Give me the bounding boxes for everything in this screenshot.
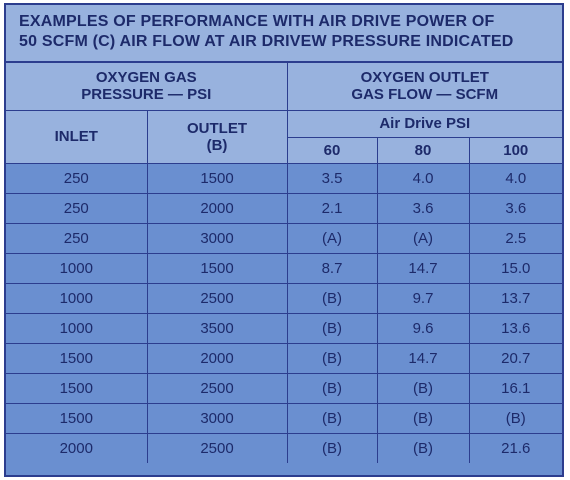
flow-100-cell: 3.6 — [468, 192, 562, 224]
flow-60-cell: (B) — [286, 432, 378, 463]
flow-header-line-2: GAS FLOW — SCFM — [351, 86, 499, 104]
outlet-cell: 1500 — [146, 252, 288, 284]
performance-table: OXYGEN GAS PRESSURE — PSI OXYGEN OUTLET … — [6, 63, 562, 463]
outlet-header-line-1: OUTLET — [187, 119, 247, 137]
inlet-cell: 2000 — [6, 432, 148, 463]
table-row: 2000 2500 (B) (B) 21.6 — [6, 432, 562, 463]
inlet-cell: 250 — [6, 192, 148, 224]
table-row: 250 3000 (A) (A) 2.5 — [6, 222, 562, 254]
flow-100-cell: (B) — [468, 402, 562, 434]
outlet-cell: 2000 — [146, 342, 288, 374]
flow-80-cell: 3.6 — [376, 192, 470, 224]
outlet-cell: 2500 — [146, 282, 288, 314]
flow-60-cell: 2.1 — [286, 192, 378, 224]
air-drive-header: Air Drive PSI — [286, 109, 562, 138]
flow-80-cell: 9.7 — [376, 282, 470, 314]
flow-100-cell: 13.6 — [468, 312, 562, 344]
psi-80-header: 80 — [376, 136, 470, 164]
outlet-cell: 2500 — [146, 372, 288, 404]
inlet-cell: 1000 — [6, 252, 148, 284]
table-row: 250 2000 2.1 3.6 3.6 — [6, 192, 562, 224]
flow-80-cell: (B) — [376, 402, 470, 434]
pressure-header-line-1: OXYGEN GAS — [95, 69, 197, 87]
outlet-header-line-2: (B) — [206, 136, 228, 154]
flow-60-cell: (B) — [286, 372, 378, 404]
table-row: 1500 2500 (B) (B) 16.1 — [6, 372, 562, 404]
inlet-cell: 1000 — [6, 282, 148, 314]
outlet-cell: 3500 — [146, 312, 288, 344]
outlet-cell: 3000 — [146, 222, 288, 254]
table-title: EXAMPLES OF PERFORMANCE WITH AIR DRIVE P… — [6, 5, 562, 63]
title-line-1: EXAMPLES OF PERFORMANCE WITH AIR DRIVE P… — [19, 13, 495, 30]
flow-80-cell: 14.7 — [376, 342, 470, 374]
performance-table-panel: EXAMPLES OF PERFORMANCE WITH AIR DRIVE P… — [4, 3, 564, 477]
flow-80-cell: 14.7 — [376, 252, 470, 284]
flow-100-cell: 16.1 — [468, 372, 562, 404]
flow-100-cell: 2.5 — [468, 222, 562, 254]
table-row: 1000 3500 (B) 9.6 13.6 — [6, 312, 562, 344]
flow-80-cell: 4.0 — [376, 162, 470, 194]
flow-100-cell: 15.0 — [468, 252, 562, 284]
flow-60-cell: 8.7 — [286, 252, 378, 284]
flow-80-cell: 9.6 — [376, 312, 470, 344]
flow-80-cell: (B) — [376, 432, 470, 463]
flow-60-cell: (B) — [286, 342, 378, 374]
outlet-cell: 2500 — [146, 432, 288, 463]
title-line-2: 50 SCFM (C) AIR FLOW AT AIR DRIVEW PRESS… — [19, 33, 514, 50]
inlet-cell: 1500 — [6, 342, 148, 374]
flow-60-cell: (A) — [286, 222, 378, 254]
table-row: 250 1500 3.5 4.0 4.0 — [6, 162, 562, 194]
outlet-cell: 1500 — [146, 162, 288, 194]
flow-60-cell: (B) — [286, 312, 378, 344]
outlet-cell: 2000 — [146, 192, 288, 224]
table-row: 1500 2000 (B) 14.7 20.7 — [6, 342, 562, 374]
inlet-header: INLET — [6, 109, 148, 164]
inlet-cell: 1500 — [6, 372, 148, 404]
flow-100-cell: 13.7 — [468, 282, 562, 314]
psi-60-header: 60 — [287, 136, 378, 164]
flow-60-cell: 3.5 — [286, 162, 378, 194]
inlet-cell: 250 — [6, 162, 148, 194]
table-row: 1500 3000 (B) (B) (B) — [6, 402, 562, 434]
flow-80-cell: (B) — [376, 372, 470, 404]
flow-60-cell: (B) — [286, 402, 378, 434]
flow-60-cell: (B) — [286, 282, 378, 314]
flow-header-line-1: OXYGEN OUTLET — [360, 69, 489, 87]
inlet-cell: 1500 — [6, 402, 148, 434]
inlet-cell: 250 — [6, 222, 148, 254]
table-row: 1000 1500 8.7 14.7 15.0 — [6, 252, 562, 284]
flow-80-cell: (A) — [376, 222, 470, 254]
psi-100-header: 100 — [468, 136, 562, 164]
table-row: 1000 2500 (B) 9.7 13.7 — [6, 282, 562, 314]
table-body: 250 1500 3.5 4.0 4.0 250 2000 2.1 3.6 3.… — [6, 162, 562, 463]
flow-100-cell: 20.7 — [468, 342, 562, 374]
pressure-group-header: OXYGEN GAS PRESSURE — PSI — [6, 63, 288, 111]
outlet-cell: 3000 — [146, 402, 288, 434]
flow-group-header: OXYGEN OUTLET GAS FLOW — SCFM — [286, 63, 562, 111]
flow-100-cell: 4.0 — [468, 162, 562, 194]
pressure-header-line-2: PRESSURE — PSI — [81, 86, 212, 104]
outlet-header: OUTLET (B) — [146, 109, 288, 164]
flow-100-cell: 21.6 — [468, 432, 562, 463]
inlet-cell: 1000 — [6, 312, 148, 344]
